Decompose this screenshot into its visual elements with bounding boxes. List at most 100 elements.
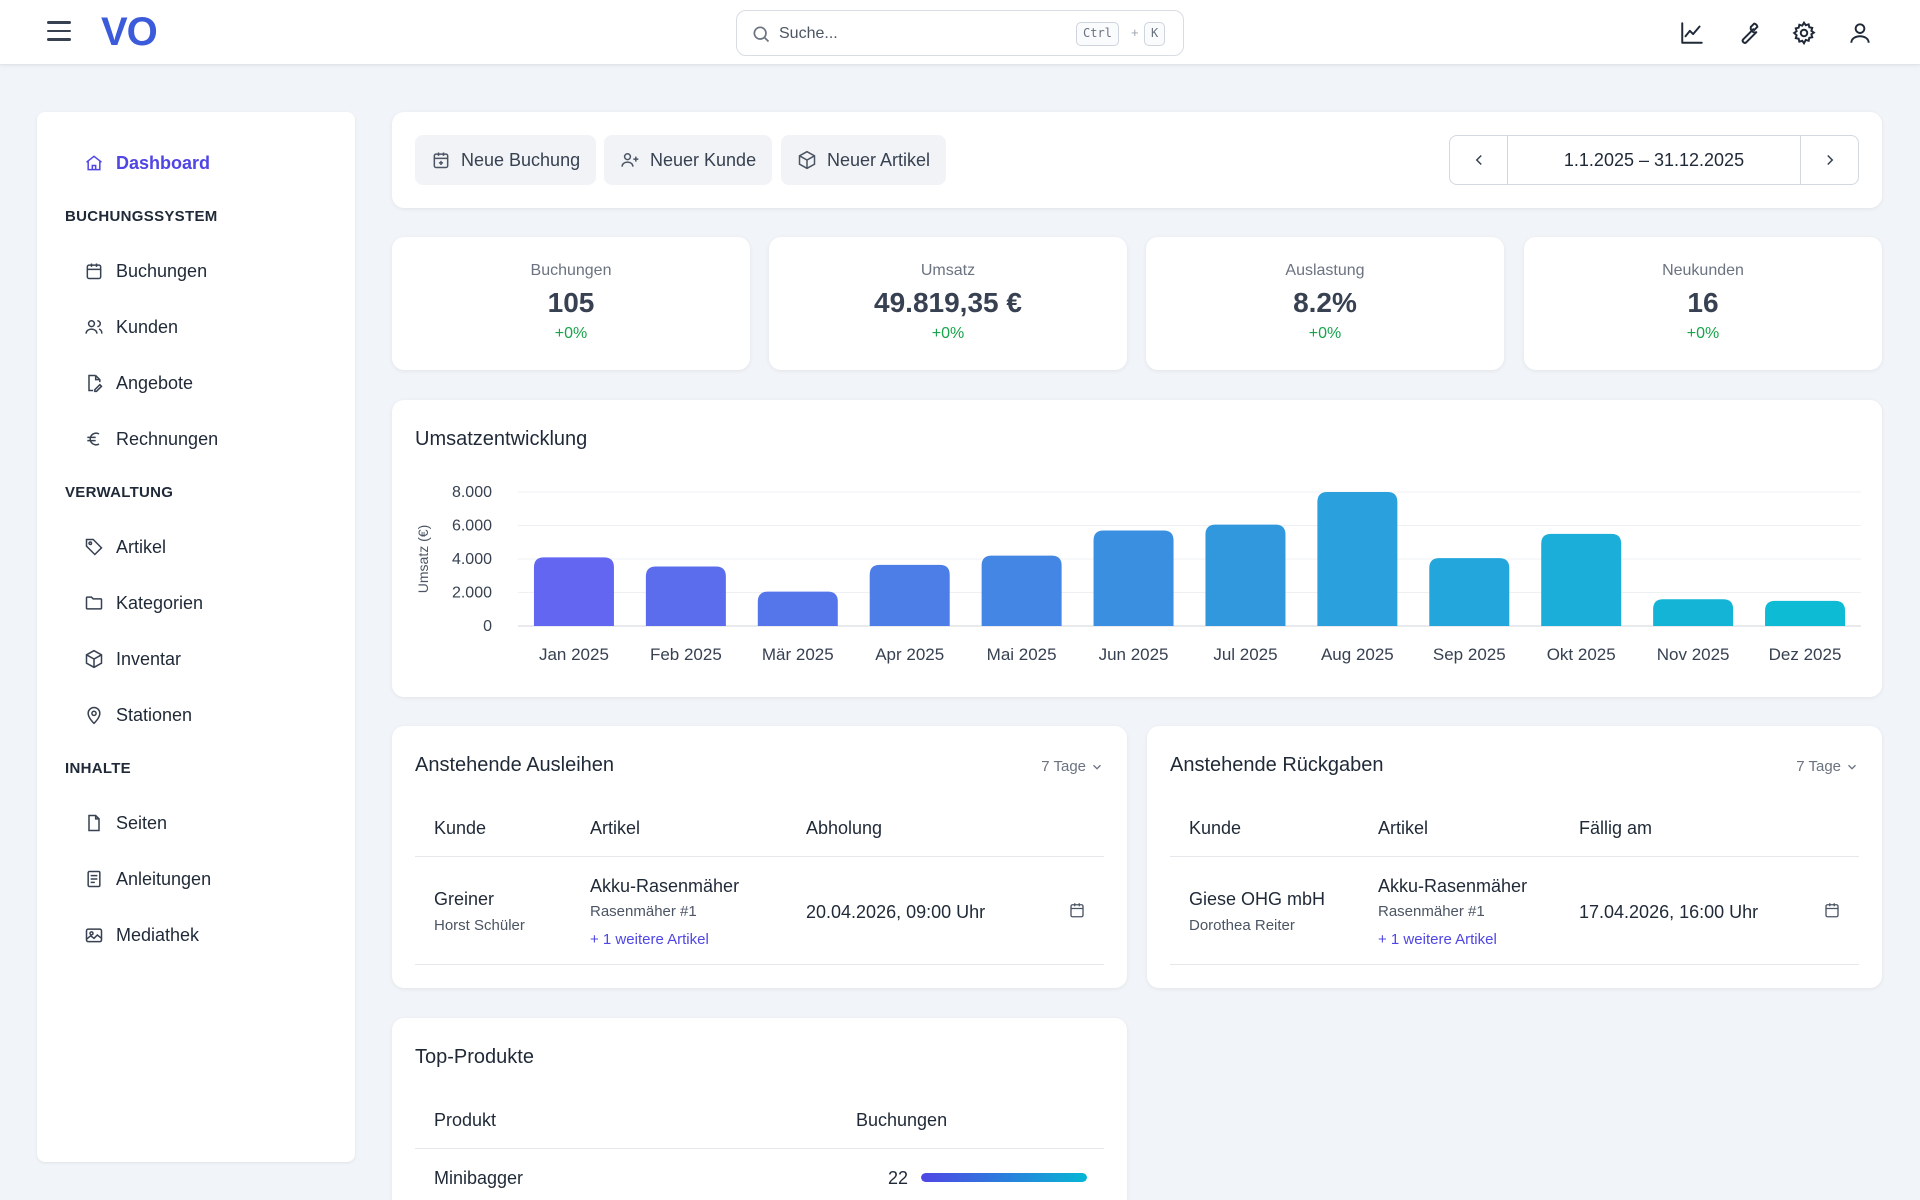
divider [1170,964,1859,965]
kpi-label: Auslastung [1285,262,1365,279]
bar-apr-2025 [869,564,950,626]
menu-icon[interactable] [47,21,73,43]
gear-icon[interactable] [1791,20,1817,46]
chevron-down-icon [1093,764,1101,770]
date-range-text[interactable]: 1.1.2025 – 31.12.2025 [1563,150,1745,170]
sidebar-item-dashboard[interactable]: Dashboard [84,148,210,178]
sidebar-item-artikel[interactable]: Artikel [84,532,166,562]
sidebar: Dashboard BUCHUNGSSYSTEM Buchungen Kunde… [37,112,355,1162]
search-box[interactable]: Ctrl + K [736,10,1184,56]
previous-period-button[interactable] [1450,136,1508,184]
column-header-artikel: Artikel [590,818,641,838]
chart-title: Umsatzentwicklung [415,428,588,450]
sidebar-item-label: Kunden [116,316,179,337]
bar-aug-2025 [1317,492,1398,626]
divider [415,1148,1104,1149]
kpi-label: Neukunden [1662,262,1744,279]
sidebar-item-stationen[interactable]: Stationen [84,700,192,730]
more-articles-link[interactable]: + 1 weitere Artikel [590,931,709,948]
sidebar-item-label: Stationen [116,704,193,725]
more-articles-link[interactable]: + 1 weitere Artikel [1378,931,1497,948]
sidebar-item-label: Mediathek [116,924,200,945]
top-products-title: Top-Produkte [415,1046,534,1068]
sidebar-item-rechnungen[interactable]: Rechnungen [84,424,218,454]
sidebar-section-inhalte: INHALTE [65,760,131,777]
y-axis-label: Umsatz (€) [415,525,431,593]
sidebar-item-seiten[interactable]: Seiten [84,808,167,838]
new-article-label: Neuer Artikel [827,149,931,170]
article-sub: Rasenmäher #1 [590,903,697,920]
file-icon [88,814,100,832]
sidebar-item-anleitungen[interactable]: Anleitungen [84,864,211,894]
column-header-buchungen: Buchungen [856,1110,948,1130]
new-article-button[interactable]: Neuer Artikel [781,135,947,185]
column-header-produkt: Produkt [434,1110,497,1130]
sidebar-item-label: Buchungen [116,260,208,281]
bar-feb-2025 [645,566,726,626]
kpi-card-auslastung: Auslastung 8.2% +0% [1146,237,1504,370]
next-period-button[interactable] [1800,136,1858,184]
x-tick-label: Feb 2025 [650,645,722,664]
bar-sep-2025 [1429,558,1510,626]
x-tick-label: Jun 2025 [1099,645,1169,664]
period-label: 7 Tage [1796,758,1841,775]
chevron-down-icon [1848,764,1856,770]
sidebar-item-angebote[interactable]: Angebote [84,368,193,398]
shortcut-plus: + [1131,25,1139,40]
kpi-value: 105 [547,287,595,318]
product-bookings: 22 [888,1168,909,1188]
pending-loans-title: Anstehende Ausleihen [415,754,615,776]
customer-contact: Horst Schüler [434,917,525,934]
chart-line-icon[interactable] [1679,20,1705,46]
period-dropdown[interactable]: 7 Tage [1796,758,1859,775]
x-tick-label: Aug 2025 [1321,645,1394,664]
calendar-icon [86,263,102,280]
kpi-delta: +0% [1686,325,1720,342]
article-name: Akku-Rasenmäher [590,876,740,896]
article-sub: Rasenmäher #1 [1378,903,1485,920]
new-customer-button[interactable]: Neuer Kunde [604,135,773,185]
divider [415,856,1104,857]
bar-mai-2025 [981,555,1062,626]
sidebar-item-kunden[interactable]: Kunden [84,312,178,342]
kpi-card-buchungen: Buchungen 105 +0% [392,237,750,370]
bar-jun-2025 [1093,530,1174,626]
new-customer-label: Neuer Kunde [650,149,757,170]
bar-okt-2025 [1541,533,1622,626]
box-icon [798,150,816,170]
x-tick-label: Apr 2025 [875,645,944,664]
x-tick-label: Okt 2025 [1547,645,1616,664]
sidebar-item-buchungen[interactable]: Buchungen [84,256,207,286]
x-tick-label: Jul 2025 [1213,645,1277,664]
search-input[interactable] [779,21,1029,47]
y-tick-label: 0 [483,618,492,635]
column-header-kunde: Kunde [434,818,487,838]
divider [1170,856,1859,857]
bar-mär-2025 [757,591,838,626]
sidebar-item-inventar[interactable]: Inventar [84,644,181,674]
y-tick-label: 8.000 [452,484,492,501]
pickup-date: 20.04.2026, 09:00 Uhr [806,902,986,922]
top-products-card: Top-Produkte Produkt Buchungen Minibagge… [392,1018,1127,1200]
sidebar-section-verwaltung: VERWALTUNG [65,484,174,501]
wrench-icon[interactable] [1735,20,1761,46]
users-icon [85,320,103,334]
period-dropdown[interactable]: 7 Tage [1041,758,1104,775]
calendar-icon[interactable] [1068,901,1086,919]
sidebar-item-mediathek[interactable]: Mediathek [84,920,199,950]
bar-dez-2025 [1765,600,1846,626]
y-tick-label: 2.000 [452,585,492,602]
box-icon [85,649,103,669]
sidebar-item-kategorien[interactable]: Kategorien [84,588,203,618]
map-pin-icon [87,706,101,725]
kpi-label: Umsatz [920,262,976,279]
column-header-kunde: Kunde [1189,818,1242,838]
sidebar-item-label: Inventar [116,648,182,669]
file-edit-icon [88,374,103,393]
user-icon[interactable] [1847,20,1873,46]
period-label: 7 Tage [1041,758,1086,775]
logo[interactable]: VO [101,10,158,54]
calendar-icon[interactable] [1823,901,1841,919]
new-booking-button[interactable]: Neue Buchung [415,135,597,185]
bookings-progress-bar [921,1173,1087,1182]
